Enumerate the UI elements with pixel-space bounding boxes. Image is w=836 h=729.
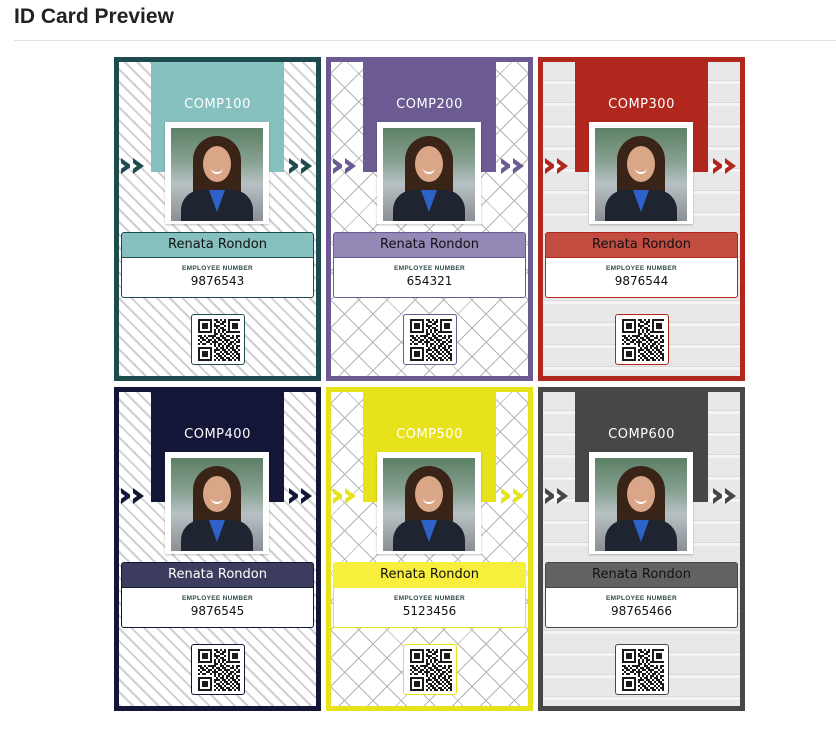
left-chevron-icon [119,488,145,508]
company-name: COMP600 [608,427,675,442]
id-card[interactable]: COMP200 Renata Rondon EMPLOYEE NUMBER 65… [326,57,533,381]
employee-name: Renata Rondon [121,562,314,588]
employee-name: Renata Rondon [333,562,526,588]
employee-photo [165,122,269,224]
employee-number-label: EMPLOYEE NUMBER [394,595,465,602]
id-card[interactable]: COMP100 Renata Rondon EMPLOYEE NUMBER 98… [114,57,321,381]
qr-code-icon [410,649,452,691]
left-chevron-icon [119,158,145,178]
employee-number-label: EMPLOYEE NUMBER [182,265,253,272]
company-name: COMP400 [184,427,251,442]
right-chevron-icon [710,488,737,508]
employee-number: 9876544 [614,274,669,288]
employee-number-label: EMPLOYEE NUMBER [606,595,677,602]
company-name: COMP500 [396,427,463,442]
employee-number-box: EMPLOYEE NUMBER 9876545 [121,588,314,628]
employee-photo [589,452,693,554]
left-chevron-icon [543,158,569,178]
qr-code-icon [198,319,240,361]
qr-code-icon [410,319,452,361]
employee-number-box: EMPLOYEE NUMBER 9876543 [121,258,314,298]
title-divider [14,40,836,41]
id-card[interactable]: COMP500 Renata Rondon EMPLOYEE NUMBER 51… [326,387,533,711]
employee-name: Renata Rondon [333,232,526,258]
qr-code [191,644,245,695]
employee-number: 654321 [406,274,453,288]
qr-code [615,314,669,365]
employee-name: Renata Rondon [545,232,738,258]
qr-code [403,644,457,695]
employee-number-box: EMPLOYEE NUMBER 5123456 [333,588,526,628]
employee-number: 9876543 [190,274,245,288]
qr-code-icon [622,649,664,691]
employee-photo [377,452,481,554]
employee-number-label: EMPLOYEE NUMBER [394,265,465,272]
employee-name: Renata Rondon [121,232,314,258]
company-name: COMP200 [396,97,463,112]
right-chevron-icon [286,158,313,178]
qr-code-icon [622,319,664,361]
qr-code [191,314,245,365]
employee-number-label: EMPLOYEE NUMBER [606,265,677,272]
employee-photo [377,122,481,224]
company-name: COMP100 [184,97,251,112]
qr-code-icon [198,649,240,691]
left-chevron-icon [543,488,569,508]
employee-number: 5123456 [402,604,457,618]
left-chevron-icon [331,488,357,508]
employee-number-box: EMPLOYEE NUMBER 654321 [333,258,526,298]
employee-number-label: EMPLOYEE NUMBER [182,595,253,602]
employee-photo [165,452,269,554]
company-name: COMP300 [608,97,675,112]
id-card[interactable]: COMP300 Renata Rondon EMPLOYEE NUMBER 98… [538,57,745,381]
right-chevron-icon [498,158,525,178]
employee-name: Renata Rondon [545,562,738,588]
page-title: ID Card Preview [14,5,174,28]
left-chevron-icon [331,158,357,178]
qr-code [403,314,457,365]
employee-number: 98765466 [610,604,673,618]
right-chevron-icon [498,488,525,508]
right-chevron-icon [286,488,313,508]
id-card[interactable]: COMP600 Renata Rondon EMPLOYEE NUMBER 98… [538,387,745,711]
right-chevron-icon [710,158,737,178]
employee-number: 9876545 [190,604,245,618]
employee-number-box: EMPLOYEE NUMBER 98765466 [545,588,738,628]
qr-code [615,644,669,695]
employee-photo [589,122,693,224]
id-card[interactable]: COMP400 Renata Rondon EMPLOYEE NUMBER 98… [114,387,321,711]
employee-number-box: EMPLOYEE NUMBER 9876544 [545,258,738,298]
